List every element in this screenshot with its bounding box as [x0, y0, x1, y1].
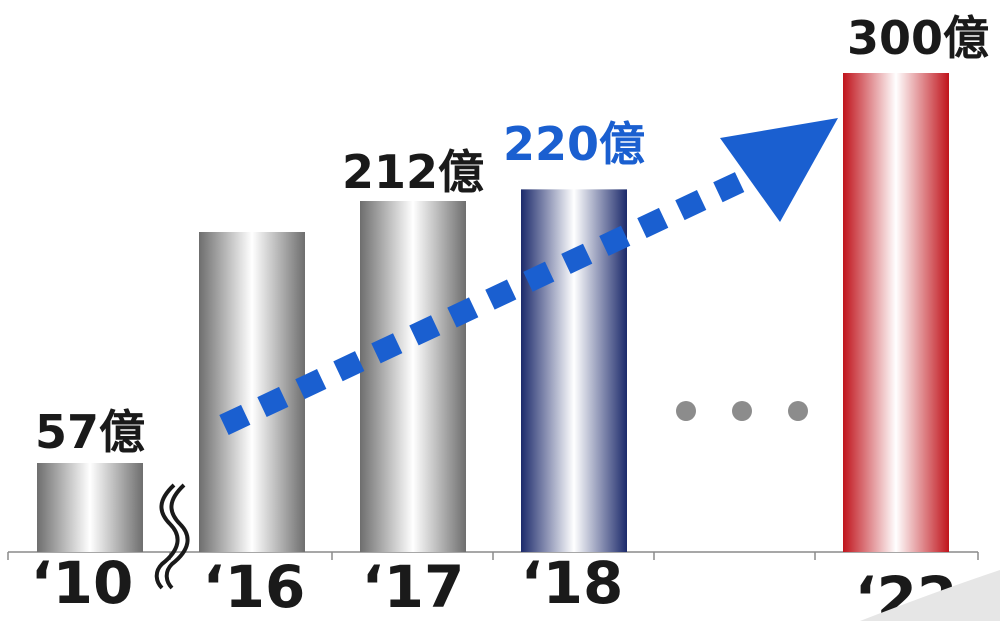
- trend-arrow-line: [219, 153, 785, 435]
- bar-17: [360, 201, 466, 552]
- value-label: 300億: [847, 11, 989, 65]
- x-tick-label: ‘17: [362, 553, 465, 621]
- value-label: 57億: [35, 405, 145, 459]
- value-label: 220億: [503, 117, 645, 171]
- gap-ellipsis-dot: [732, 401, 752, 421]
- axis-break-mark: [154, 483, 180, 590]
- axis-break-mark: [164, 483, 190, 590]
- trend-arrow-head: [720, 118, 838, 222]
- bar-10: [37, 463, 143, 552]
- x-tick-label: ‘18: [521, 549, 624, 617]
- x-tick-label: ‘10: [31, 549, 134, 617]
- corner-decoration: [860, 570, 1000, 621]
- bar-16: [199, 232, 305, 552]
- value-label: 212億: [342, 145, 484, 199]
- x-tick-label: ‘16: [203, 553, 306, 621]
- bar-22: [843, 73, 949, 552]
- gap-ellipsis-dot: [788, 401, 808, 421]
- gap-ellipsis-dot: [676, 401, 696, 421]
